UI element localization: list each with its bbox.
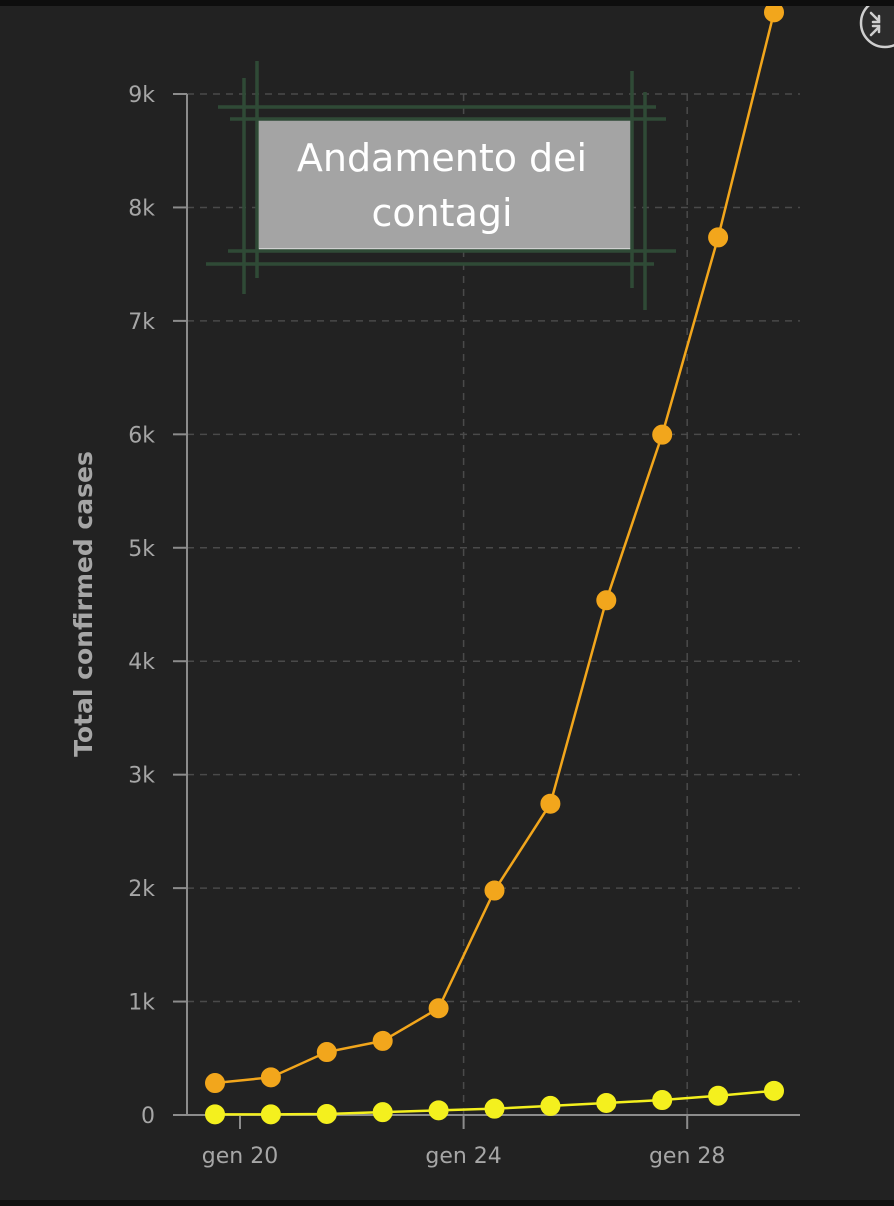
data-point xyxy=(205,1104,225,1125)
data-point xyxy=(372,1102,393,1123)
data-point xyxy=(205,1073,225,1094)
data-point xyxy=(260,1067,281,1088)
line-chart: 0 1k 2k 3k 4k 5k 6k 7k 8k 9k gen 20 gen 24 gen 28 To… xyxy=(69,6,894,1169)
chart-title-line-1: Andamento dei xyxy=(297,136,587,180)
y-tick-label: 2k xyxy=(128,877,155,902)
y-tick-label: 6k xyxy=(128,423,155,448)
collapse-arrows-icon xyxy=(869,11,881,37)
y-tick-label: 4k xyxy=(128,650,155,675)
data-point xyxy=(372,1030,393,1051)
axes: 0 1k 2k 3k 4k 5k 6k 7k 8k 9k gen 20 gen 24 gen 28 xyxy=(128,83,800,1169)
y-tick-label: 8k xyxy=(128,196,155,221)
collapse-button[interactable] xyxy=(859,6,894,49)
y-axis-title: Total confirmed cases xyxy=(69,451,98,757)
data-point xyxy=(428,1100,449,1121)
y-tick-label: 1k xyxy=(128,991,155,1016)
data-point xyxy=(316,1103,337,1124)
data-point xyxy=(708,227,729,248)
data-point xyxy=(652,424,673,445)
data-point xyxy=(428,998,449,1019)
data-point xyxy=(540,793,561,814)
data-point xyxy=(316,1042,337,1063)
data-point xyxy=(596,1092,617,1113)
data-point xyxy=(484,1098,505,1119)
y-tick-label: 9k xyxy=(128,83,155,108)
data-point xyxy=(708,1085,729,1106)
series-1 xyxy=(205,6,784,1094)
y-tick-label: 0 xyxy=(141,1104,155,1129)
data-point xyxy=(652,1090,673,1111)
data-point xyxy=(484,880,505,901)
x-tick-label: gen 20 xyxy=(202,1144,278,1169)
series-layer xyxy=(205,6,784,1125)
data-point xyxy=(764,6,784,23)
y-tick-label: 3k xyxy=(128,764,155,789)
x-tick-label: gen 28 xyxy=(649,1144,725,1169)
data-point xyxy=(596,590,617,611)
chart-title-line-2: contagi xyxy=(371,191,512,235)
series-2 xyxy=(205,1080,784,1125)
chart-title-box: Andamento dei contagi xyxy=(206,61,676,310)
y-tick-label: 7k xyxy=(128,310,155,335)
data-point xyxy=(764,1080,784,1101)
x-tick-label: gen 24 xyxy=(425,1144,501,1169)
data-point xyxy=(260,1104,281,1125)
data-point xyxy=(540,1095,561,1116)
y-tick-label: 5k xyxy=(128,537,155,562)
